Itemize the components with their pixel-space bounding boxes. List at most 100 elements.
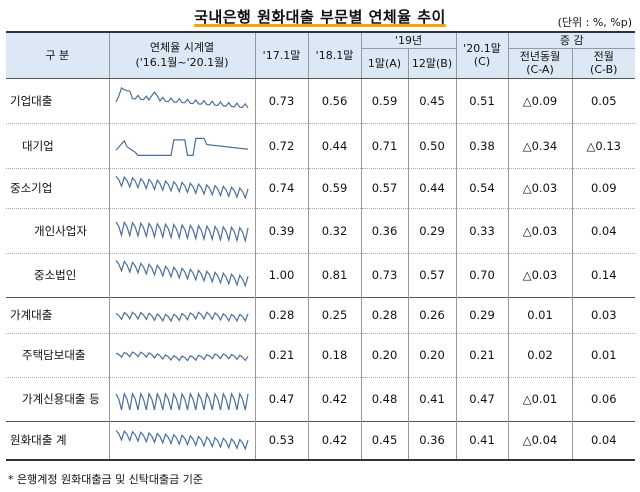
sparkline-smecorp	[115, 260, 249, 288]
header-dec19: 12말(B)	[408, 48, 457, 79]
cell-a: 0.36	[361, 208, 409, 253]
cell-c: 0.70	[456, 253, 509, 297]
cell-yoy: △0.34	[508, 123, 573, 168]
sparkline-large	[115, 137, 249, 156]
sparkline-path	[115, 137, 249, 156]
cell-b: 0.36	[408, 421, 457, 460]
cell-v17: 0.47	[255, 377, 309, 421]
sparkline-path	[115, 260, 249, 288]
header-series: 연체율 시계열 ('16.1월~'20.1월)	[109, 32, 256, 79]
header-2019: '19년	[361, 32, 457, 49]
sparkline-path	[115, 429, 249, 451]
cell-yoy: 0.02	[508, 333, 573, 377]
sparkline-credit	[115, 391, 249, 411]
cell-c: 0.54	[456, 168, 509, 208]
cell-mom: 0.03	[590, 308, 617, 322]
table-row: 주택담보대출 0.21 0.18 0.20 0.20 0.21 0.02 0.01	[6, 333, 635, 377]
sparkline-total	[115, 429, 249, 451]
row-label-cell: 가계신용대출 등	[6, 377, 110, 421]
cell-yoy: △0.03	[508, 208, 573, 253]
cell-v18: 0.59	[308, 168, 362, 208]
cell-mom: 0.05	[590, 93, 617, 108]
footnote: * 은행계정 원화대출금 및 신탁대출금 기준	[8, 473, 204, 486]
sparkline-sme	[115, 175, 249, 200]
sparkline-path	[115, 175, 249, 200]
cell-v17: 0.74	[255, 168, 309, 208]
sparkline-cell	[109, 377, 256, 421]
cell-yoy: △0.03	[508, 253, 573, 297]
sparkline-corp	[115, 86, 249, 109]
cell-mom: 0.01	[590, 348, 617, 362]
cell-v17: 0.53	[255, 421, 309, 460]
cell-v18: 0.81	[308, 253, 362, 297]
cell-yoy: △0.03	[508, 168, 573, 208]
sparkline-path	[115, 391, 249, 411]
cell-b: 0.57	[408, 253, 457, 297]
cell-mom: 0.04	[590, 433, 617, 448]
cell-v17: 0.72	[255, 123, 309, 168]
sparkline-path	[115, 311, 249, 323]
cell-v18: 0.42	[308, 421, 362, 460]
row-label: 중소법인	[34, 268, 77, 282]
header-mom: 전월 (C-B)	[572, 48, 635, 79]
cell-v18: 0.25	[308, 297, 362, 333]
cell-c: 0.38	[456, 123, 509, 168]
sparkline-self	[115, 220, 249, 244]
sparkline-path	[115, 351, 249, 362]
cell-b: 0.29	[408, 208, 457, 253]
cell-a: 0.73	[361, 253, 409, 297]
table-row: 대기업 0.72 0.44 0.71 0.50 0.38 △0.34 △0.13	[6, 123, 635, 168]
delinquency-table: 구 분 연체율 시계열 ('16.1월~'20.1월) '17.1말 '18.1말…	[6, 31, 635, 461]
cell-yoy: 0.01	[508, 297, 573, 333]
table-row: 개인사업자 0.39 0.32 0.36 0.29 0.33 △0.03 0.04	[6, 208, 635, 253]
sparkline-hh	[115, 311, 249, 323]
header-jan17: '17.1말	[255, 32, 309, 79]
cell-c: 0.51	[456, 78, 509, 123]
cell-a: 0.45	[361, 421, 409, 460]
header-jan20: '20.1말 (C)	[456, 32, 509, 79]
row-label: 가계신용대출 등	[22, 392, 100, 406]
header-change: 증 감	[508, 32, 635, 49]
cell-b: 0.20	[408, 333, 457, 377]
cell-mom: △0.13	[586, 138, 621, 153]
row-label-cell: 대기업	[6, 123, 110, 168]
sparkline-cell	[109, 123, 256, 168]
cell-b: 0.26	[408, 297, 457, 333]
sparkline-cell	[109, 168, 256, 208]
header-jan19: 1말(A)	[361, 48, 409, 79]
cell-yoy: △0.01	[508, 377, 573, 421]
table-row: 중소기업 0.74 0.59 0.57 0.44 0.54 △0.03 0.09	[6, 168, 635, 208]
cell-yoy: △0.04	[508, 421, 573, 460]
cell-mom: 0.06	[590, 392, 617, 406]
cell-v17: 0.39	[255, 208, 309, 253]
sparkline-path	[115, 220, 249, 244]
table-row: 가계신용대출 등 0.47 0.42 0.48 0.41 0.47 △0.01 0.06	[6, 377, 635, 421]
cell-a: 0.57	[361, 168, 409, 208]
cell-v17: 0.73	[255, 78, 309, 123]
sparkline-cell	[109, 421, 256, 460]
sparkline-cell	[109, 333, 256, 377]
cell-v17: 0.21	[255, 333, 309, 377]
cell-v17: 1.00	[255, 253, 309, 297]
row-label-cell: 중소법인	[6, 253, 110, 297]
row-label-cell: 중소기업	[6, 168, 110, 208]
cell-a: 0.48	[361, 377, 409, 421]
cell-yoy: △0.09	[508, 78, 573, 123]
sparkline-cell	[109, 253, 256, 297]
row-label-cell: 기업대출	[6, 78, 110, 123]
cell-mom: 0.14	[590, 268, 617, 282]
row-label: 가계대출	[10, 308, 53, 322]
row-label: 기업대출	[10, 93, 53, 108]
row-label: 주택담보대출	[22, 348, 86, 362]
unit-note: (단위 : %, %p)	[557, 16, 632, 29]
cell-a: 0.71	[361, 123, 409, 168]
cell-c: 0.29	[456, 297, 509, 333]
cell-v18: 0.56	[308, 78, 362, 123]
table-row: 기업대출 0.73 0.56 0.59 0.45 0.51 △0.09 0.05	[6, 78, 635, 123]
sparkline-path	[115, 86, 249, 109]
cell-b: 0.44	[408, 168, 457, 208]
sparkline-cell	[109, 208, 256, 253]
row-label-cell: 원화대출 계	[6, 421, 110, 460]
table-row: 중소법인 1.00 0.81 0.73 0.57 0.70 △0.03 0.14	[6, 253, 635, 297]
cell-a: 0.28	[361, 297, 409, 333]
